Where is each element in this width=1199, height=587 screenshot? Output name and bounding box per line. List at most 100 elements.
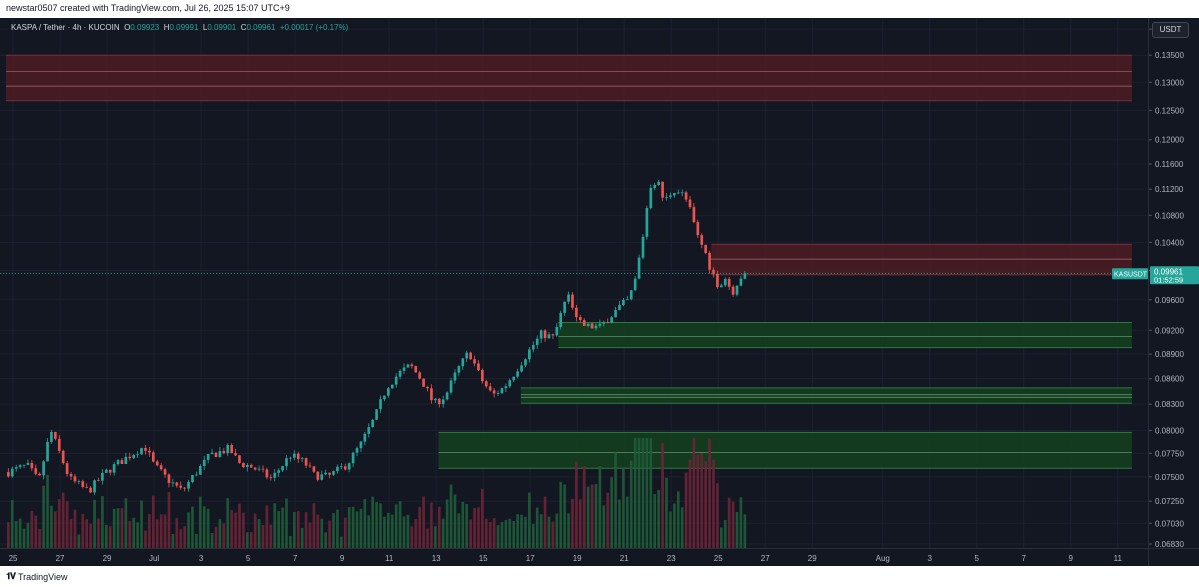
candle-body xyxy=(101,472,104,481)
volume-bar xyxy=(261,524,265,548)
volume-bar xyxy=(300,527,304,548)
candle-body xyxy=(610,317,613,323)
volume-bar xyxy=(65,501,69,548)
volume-bar xyxy=(720,527,723,548)
volume-bar xyxy=(441,518,445,548)
time-axis[interactable]: 25 27 29 Jul 3 5 7 9 11 13 15 17 19 21 23 25 27 29 Aug 3 5 7 9… xyxy=(0,548,1148,566)
volume-bar xyxy=(645,438,649,548)
chart-frame[interactable]: KASUSDT KASPA / Tether · 4h · KUCOIN O0.… xyxy=(0,18,1199,566)
candle-body xyxy=(367,427,371,434)
volume-bar xyxy=(586,486,590,548)
candle-body xyxy=(234,453,237,456)
candle-body xyxy=(731,286,735,295)
volume-bar xyxy=(81,513,85,548)
candle-body xyxy=(653,184,657,189)
volume-bar xyxy=(676,491,680,548)
candle-body xyxy=(22,464,26,466)
candle-body xyxy=(7,472,10,477)
volume-bar xyxy=(273,503,277,548)
candle-body xyxy=(371,419,375,428)
candle-body xyxy=(191,474,194,483)
time-tick-label: 5 xyxy=(246,554,251,563)
volume-bar xyxy=(249,532,253,548)
volume-bar xyxy=(155,519,159,548)
candle-body xyxy=(324,472,328,475)
volume-bar xyxy=(731,501,735,548)
candle-body xyxy=(504,386,508,389)
volume-bar xyxy=(610,477,613,548)
footer: 𝟏𝐕 TradingView xyxy=(0,566,1199,587)
time-tick-label: Aug xyxy=(876,554,890,563)
candle-body xyxy=(179,485,183,488)
candle-body xyxy=(586,323,590,326)
candle-body xyxy=(340,466,343,468)
price-tick-label: 0.07750 xyxy=(1155,449,1184,458)
volume-bar xyxy=(394,504,398,548)
volume-bar xyxy=(242,512,245,548)
volume-bar xyxy=(449,484,453,548)
time-tick-label: 23 xyxy=(667,554,676,563)
volume-bar xyxy=(516,514,519,548)
volume-bar xyxy=(257,518,261,548)
volume-bar xyxy=(73,509,77,548)
candle-body xyxy=(720,285,723,288)
time-tick-label: 11 xyxy=(1114,554,1123,563)
price-tick-label: 0.07030 xyxy=(1155,519,1184,528)
volume-bar xyxy=(653,494,657,548)
volume-bar xyxy=(69,518,73,548)
volume-bar xyxy=(336,509,339,548)
tradingview-mark-icon: 𝟏𝐕 xyxy=(6,571,16,581)
volume-bar xyxy=(708,439,711,548)
volume-bar xyxy=(563,484,566,548)
volume-bar xyxy=(453,494,457,548)
price-axis[interactable]: 0.140000.135000.130000.125000.120000.116… xyxy=(1148,18,1199,549)
candle-body xyxy=(535,338,539,346)
candle-body xyxy=(202,459,206,466)
chart-credit: newstar0507 created with TradingView.com… xyxy=(6,3,290,13)
volume-bar xyxy=(625,496,629,548)
price-axis-svg: 0.140000.135000.130000.125000.120000.116… xyxy=(1149,25,1199,549)
volume-bar xyxy=(504,520,508,548)
volume-bar xyxy=(132,517,136,548)
price-tick-label: 0.10800 xyxy=(1155,211,1184,220)
volume-bar xyxy=(285,498,288,548)
candle-body xyxy=(34,468,38,474)
volume-bar xyxy=(61,492,65,548)
candle-body xyxy=(89,487,92,493)
candle-body xyxy=(38,473,42,476)
time-tick-label: 27 xyxy=(761,554,770,563)
price-plot[interactable]: KASUSDT xyxy=(0,18,1148,548)
volume-bar xyxy=(437,506,441,548)
candle-body xyxy=(496,393,500,394)
volume-bar xyxy=(332,513,335,548)
legend-close: 0.09961 xyxy=(246,23,276,32)
last-price-tag xyxy=(1150,266,1199,285)
volume-bar xyxy=(657,489,660,548)
legend-high-label: H xyxy=(163,23,170,32)
volume-bar xyxy=(590,484,594,548)
candle-body xyxy=(473,359,476,364)
volume-bar xyxy=(183,526,186,548)
volume-bar xyxy=(743,514,747,548)
candle-body xyxy=(684,192,688,200)
candle-body xyxy=(175,482,179,486)
volume-bar xyxy=(179,529,183,548)
volume-bar xyxy=(308,522,312,548)
candle-body xyxy=(273,472,277,478)
volume-bar xyxy=(351,506,355,548)
volume-bar xyxy=(567,513,570,548)
volume-bar xyxy=(148,514,151,548)
volume-bar xyxy=(547,516,551,548)
volume-bar xyxy=(38,528,42,548)
candle-body xyxy=(712,269,715,274)
candle-body xyxy=(390,384,394,389)
volume-bar xyxy=(34,515,38,548)
demand-zone xyxy=(520,387,1132,404)
candle-body xyxy=(645,208,649,237)
currency-button[interactable]: USDT xyxy=(1152,22,1189,38)
volume-bar xyxy=(30,510,34,548)
candle-body xyxy=(520,365,523,372)
volume-bar xyxy=(97,518,100,548)
last-price-tag-countdown: 01:52:59 xyxy=(1154,275,1183,284)
candle-body xyxy=(637,257,641,279)
